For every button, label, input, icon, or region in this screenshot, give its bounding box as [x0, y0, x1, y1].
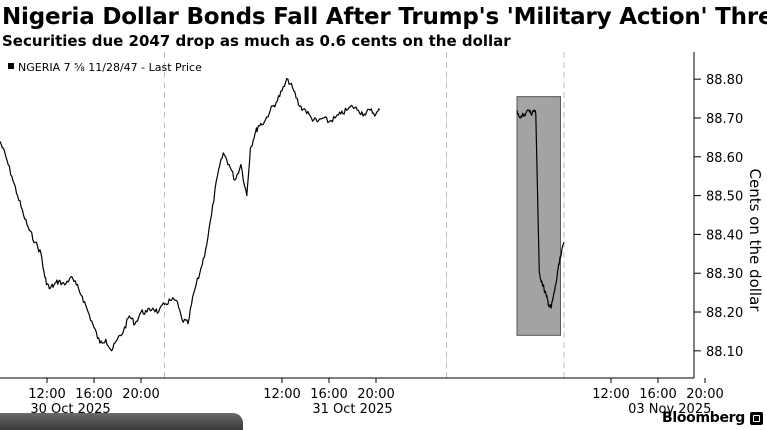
highlight-region	[516, 96, 561, 336]
x-tick-label: 12:00	[28, 387, 65, 402]
x-tick-label: 12:00	[592, 387, 629, 402]
axis-ticks: 88.10 88.20 88.30 88.40 88.50 88.60 88.70 88.80…	[28, 73, 743, 413]
highlight-box	[516, 96, 561, 336]
footer-tab	[0, 413, 243, 430]
price-line-segment-0	[0, 78, 381, 352]
y-axis-label: Cents on the dollar	[746, 169, 764, 313]
x-day-label: 30 Oct 2025	[30, 402, 110, 413]
axes	[0, 52, 695, 379]
x-tick-label: 20:00	[122, 387, 159, 402]
chart-title: Nigeria Dollar Bonds Fall After Trump's …	[2, 4, 767, 30]
plot-background	[0, 52, 694, 378]
x-day-label: 03 Nov 2025	[628, 402, 711, 413]
legend-swatch	[8, 63, 14, 69]
brand-logo-text: Bloomberg	[661, 410, 745, 426]
y-tick-label: 88.40	[706, 228, 743, 243]
plot-area	[0, 52, 694, 378]
price-line-segment-1	[516, 109, 565, 309]
y-tick-label: 88.10	[706, 345, 743, 360]
x-tick-label: 16:00	[639, 387, 676, 402]
x-tick-label: 20:00	[686, 387, 723, 402]
y-tick-label: 88.50	[706, 190, 743, 205]
x-tick-label: 20:00	[357, 387, 394, 402]
grid-lines	[164, 52, 565, 378]
x-tick-label: 16:00	[310, 387, 347, 402]
price-chart: 88.10 88.20 88.30 88.40 88.50 88.60 88.70 88.80…	[0, 52, 764, 413]
y-tick-label: 88.80	[706, 73, 743, 88]
y-tick-label: 88.60	[706, 151, 743, 166]
x-day-label: 31 Oct 2025	[312, 402, 392, 413]
bloomberg-icon	[750, 412, 763, 425]
price-series	[0, 78, 565, 352]
legend: NGERIA 7 ⅝ 11/28/47 - Last Price	[8, 61, 202, 74]
chart-subtitle: Securities due 2047 drop as much as 0.6 …	[2, 32, 511, 50]
y-tick-label: 88.30	[706, 267, 743, 282]
y-tick-label: 88.70	[706, 112, 743, 127]
x-tick-label: 16:00	[75, 387, 112, 402]
x-tick-label: 12:00	[263, 387, 300, 402]
y-tick-label: 88.20	[706, 306, 743, 321]
legend-label: NGERIA 7 ⅝ 11/28/47 - Last Price	[18, 61, 202, 74]
